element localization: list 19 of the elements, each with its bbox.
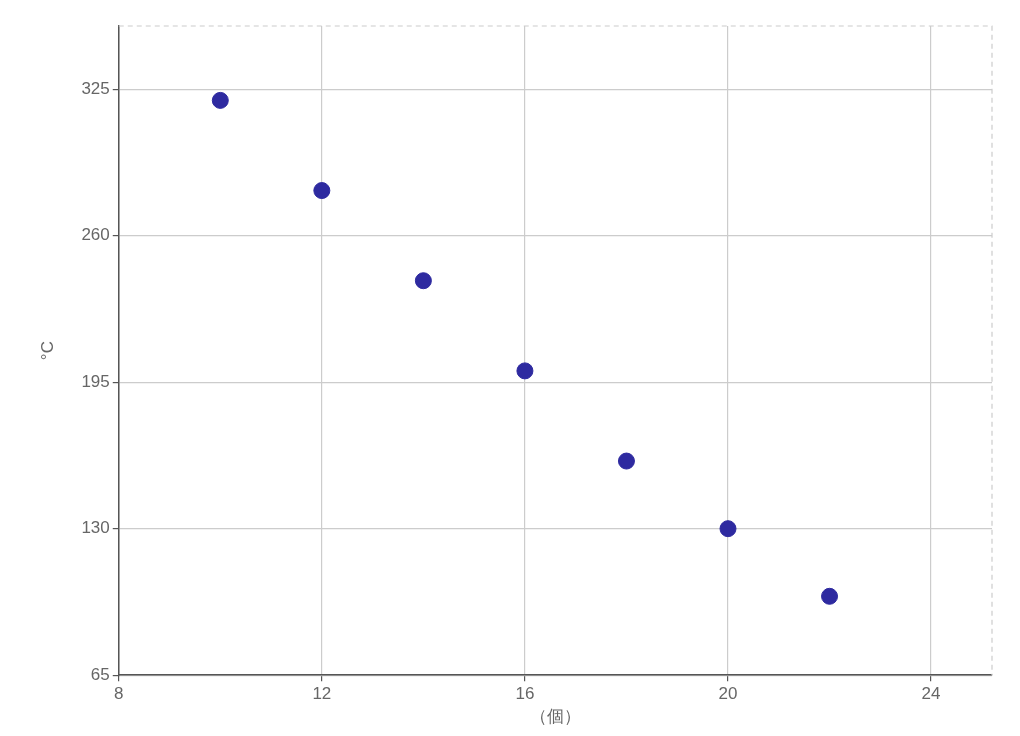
y-tick-label: 325 bbox=[81, 78, 110, 98]
point bbox=[414, 272, 432, 290]
y-tick-label: 130 bbox=[81, 518, 110, 538]
y-tick-label: 260 bbox=[81, 225, 110, 245]
point bbox=[211, 91, 229, 109]
point bbox=[313, 182, 331, 200]
x-tick-label: 12 bbox=[312, 684, 332, 704]
point bbox=[821, 587, 839, 605]
point bbox=[617, 452, 635, 470]
x-tick-label: 24 bbox=[921, 684, 941, 704]
x-axis-title: （個） bbox=[529, 707, 581, 727]
point bbox=[719, 520, 737, 538]
x-tick-label: 16 bbox=[515, 684, 535, 704]
y-tick-label: 65 bbox=[90, 664, 110, 684]
y-axis-title: °C bbox=[37, 341, 57, 361]
y-tick-label: 195 bbox=[81, 371, 110, 391]
point bbox=[516, 362, 534, 380]
x-tick-label: 8 bbox=[114, 684, 124, 704]
x-tick-label: 20 bbox=[718, 684, 738, 704]
